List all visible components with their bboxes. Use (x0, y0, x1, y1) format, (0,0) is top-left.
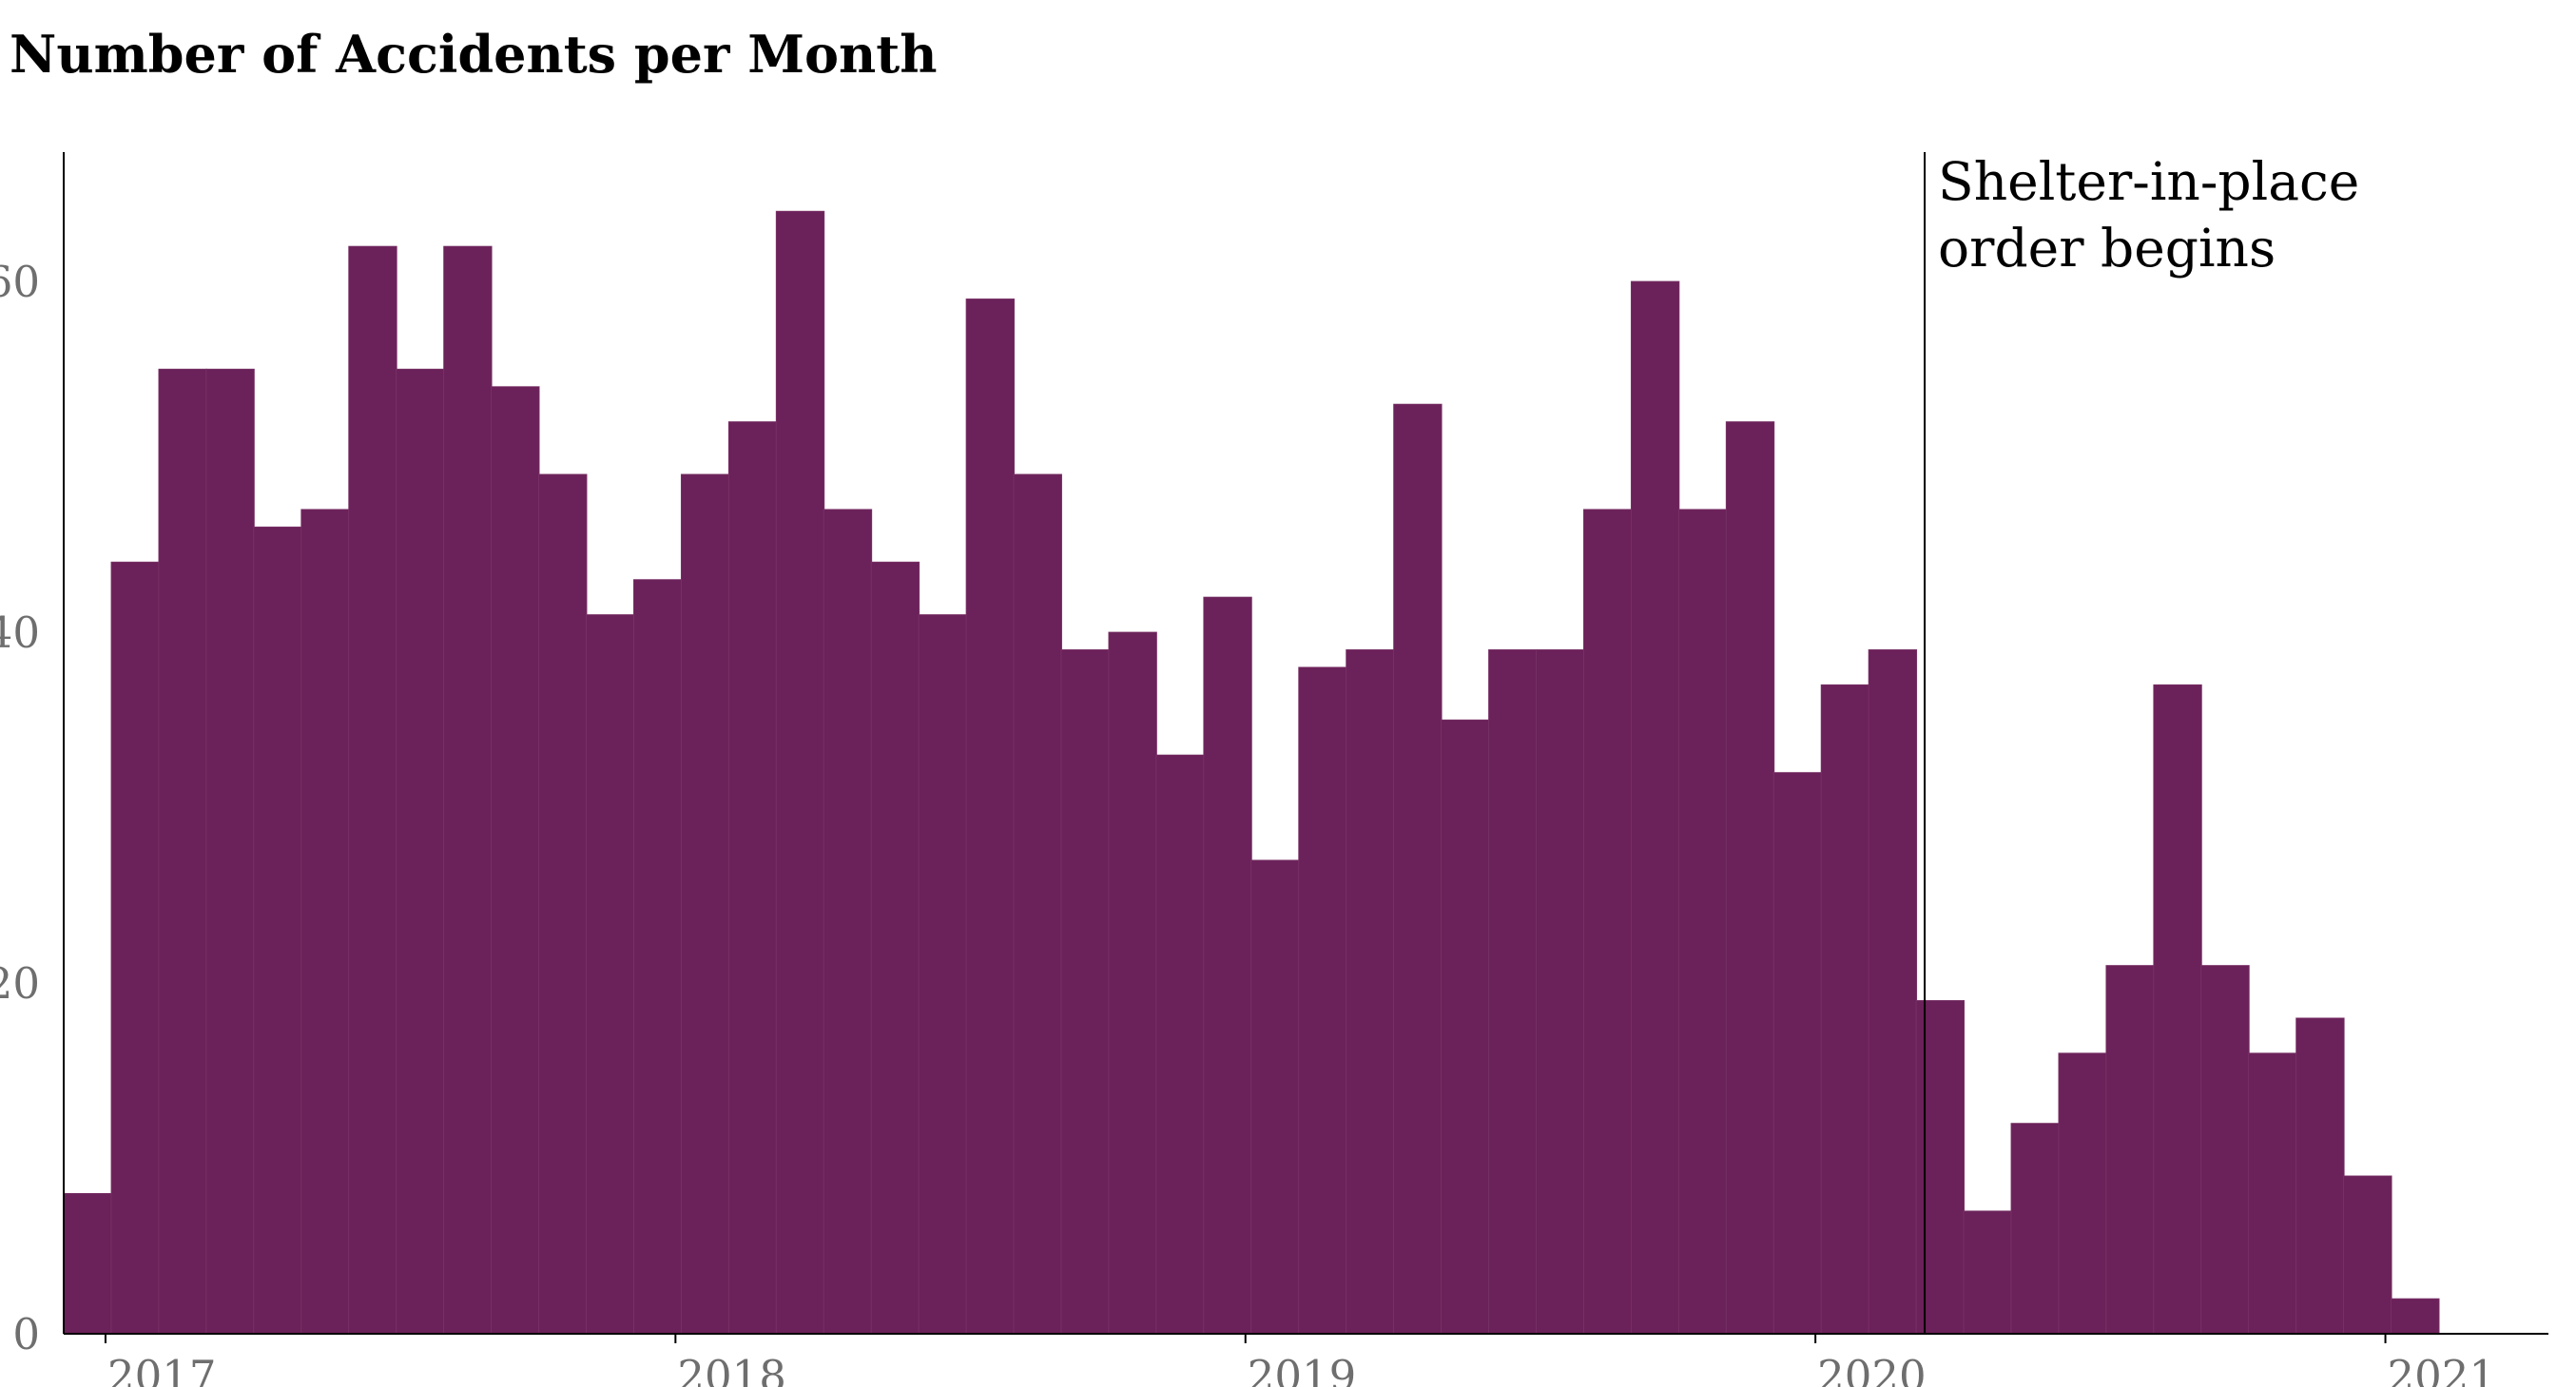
bar-2018-09 (1060, 649, 1110, 1335)
bar-2019-10 (1677, 509, 1728, 1335)
bar-2018-08 (1013, 473, 1062, 1335)
bar-2021-01 (2391, 1298, 2440, 1335)
y-tick-label-40: 40 (0, 607, 40, 658)
bar-2017-07 (396, 368, 445, 1335)
bar-2017-11 (586, 614, 635, 1335)
bar-2020-01 (1820, 684, 1870, 1335)
bar-2016-12 (63, 1193, 112, 1335)
bar-2019-08 (1583, 509, 1633, 1335)
y-axis-ticks: 0 20 40 60 (0, 257, 40, 1359)
y-tick-label-60: 60 (0, 257, 40, 307)
bar-2017-05 (300, 509, 350, 1335)
bar-2017-01 (110, 561, 160, 1335)
bar-2019-11 (1725, 421, 1775, 1335)
bar-2019-06 (1488, 649, 1538, 1335)
chart-title: Number of Accidents per Month (10, 24, 937, 85)
bar-2019-04 (1393, 403, 1443, 1335)
bar-2018-10 (1108, 631, 1157, 1335)
bar-2020-11 (2295, 1017, 2345, 1335)
bar-2020-04 (1963, 1210, 2012, 1335)
bar-2020-05 (2010, 1123, 2060, 1335)
bar-2018-01 (680, 473, 730, 1335)
annotation-text-line-2: order begins (1938, 218, 2276, 279)
bar-2018-12 (1203, 596, 1252, 1335)
bar-2018-06 (918, 614, 968, 1335)
bar-2019-02 (1298, 666, 1347, 1335)
x-tick-label-2020: 2020 (1817, 1351, 1927, 1387)
bar-2017-03 (205, 368, 255, 1335)
bar-2019-09 (1630, 280, 1680, 1335)
x-tick-label-2019: 2019 (1248, 1351, 1357, 1387)
bar-2020-03 (1915, 1000, 1966, 1335)
bar-2020-09 (2200, 965, 2250, 1335)
bar-2017-08 (443, 245, 493, 1335)
bar-2020-02 (1868, 649, 1918, 1335)
bar-2019-12 (1772, 772, 1823, 1335)
bar-2017-02 (158, 368, 207, 1335)
bar-2018-04 (823, 509, 873, 1335)
x-axis-ticks: 2017 2018 2019 2020 2021 (104, 1334, 2497, 1387)
annotation-text-line-1: Shelter-in-place (1938, 151, 2359, 212)
bar-2017-06 (348, 245, 397, 1335)
x-tick-label-2017: 2017 (107, 1351, 217, 1387)
bar-2018-05 (870, 561, 920, 1335)
bar-2020-06 (2058, 1052, 2107, 1335)
bar-2019-01 (1250, 859, 1300, 1335)
bar-2017-09 (491, 386, 540, 1335)
bar-2017-12 (633, 579, 683, 1335)
bar-2019-03 (1346, 649, 1395, 1335)
bar-2020-07 (2105, 965, 2155, 1335)
bar-2020-10 (2248, 1052, 2297, 1335)
x-tick-label-2021: 2021 (2388, 1351, 2497, 1387)
bar-2018-11 (1155, 754, 1205, 1335)
bar-2020-12 (2343, 1175, 2392, 1335)
bar-2018-03 (775, 210, 825, 1335)
bar-2019-07 (1536, 649, 1585, 1335)
bars-group (63, 210, 2440, 1335)
bar-2017-04 (253, 526, 302, 1335)
bar-2018-07 (965, 299, 1015, 1335)
bar-2019-05 (1441, 719, 1490, 1335)
y-tick-label-20: 20 (0, 958, 40, 1009)
x-tick-label-2018: 2018 (677, 1351, 786, 1387)
y-tick-label-0: 0 (12, 1309, 40, 1359)
bar-2020-08 (2153, 684, 2202, 1335)
bar-2017-10 (538, 473, 588, 1335)
bar-2018-02 (727, 421, 778, 1335)
